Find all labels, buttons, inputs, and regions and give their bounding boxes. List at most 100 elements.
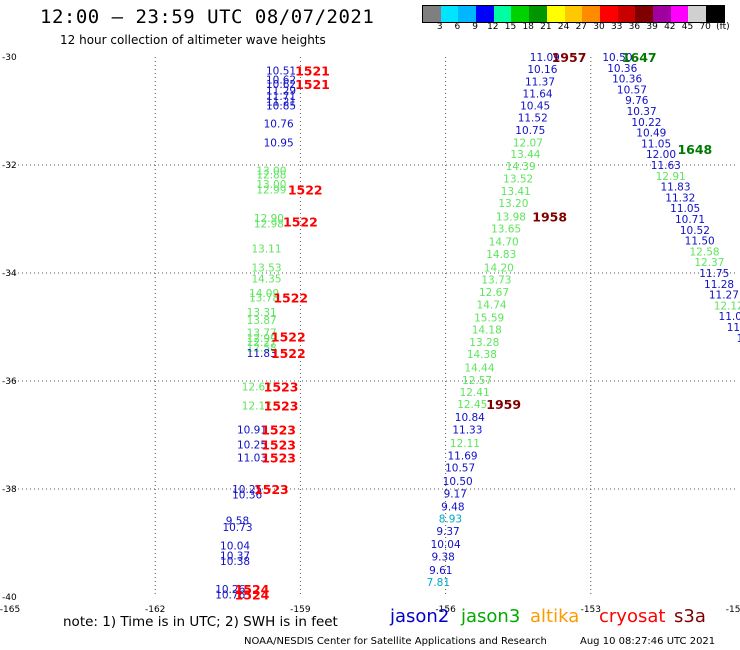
colorbar-swatch bbox=[582, 6, 600, 22]
colorbar-swatch bbox=[599, 6, 618, 22]
wave-height-label: 13.28 bbox=[469, 337, 499, 349]
wave-height-label: 14.83 bbox=[486, 249, 516, 261]
wave-height-label: 11.83 bbox=[660, 182, 690, 194]
colorbar-swatch bbox=[423, 6, 441, 22]
y-tick-label: -30 bbox=[2, 53, 17, 63]
wave-height-label: 13.31 bbox=[247, 307, 277, 319]
wave-height-label: 10.91 bbox=[237, 425, 267, 437]
wave-height-label: 10.76 bbox=[215, 589, 245, 601]
wave-height-label: 10.22 bbox=[631, 117, 661, 129]
colorbar-label: 9 bbox=[472, 22, 478, 32]
x-tick-label: -159 bbox=[290, 605, 311, 615]
colorbar-label: 21 bbox=[540, 22, 552, 32]
wave-height-label: 10.49 bbox=[636, 128, 666, 140]
wave-height-label: 7.81 bbox=[427, 577, 450, 589]
wave-height-label: 10.50 bbox=[602, 52, 632, 64]
wave-height-label: 12.67 bbox=[242, 381, 272, 393]
colorbar-labels: 3 6 9 12 15 18 21 24 27 30 33 36 39 42 45 70 (ft) bbox=[422, 22, 740, 34]
legend-item: jason3 bbox=[461, 606, 521, 627]
wave-height-label: 13.65 bbox=[491, 224, 521, 236]
wave-height-label: 10.85 bbox=[266, 101, 296, 113]
wave-height-label: 9.17 bbox=[444, 488, 467, 500]
legend-item: altika bbox=[530, 606, 580, 627]
chart-subtitle: 12 hour collection of altimeter wave hei… bbox=[60, 33, 326, 47]
colorbar-label: 12 bbox=[487, 22, 499, 32]
wave-height-label: 10.95 bbox=[264, 137, 294, 149]
wave-height-label: 10.36 bbox=[607, 63, 637, 75]
colorbar-label: 42 bbox=[664, 22, 676, 32]
wave-height-label: 11.27 bbox=[709, 290, 739, 302]
wave-height-label: 13.00 bbox=[256, 179, 286, 191]
colorbar-label: 24 bbox=[557, 22, 570, 32]
wave-height-label: 12.17 bbox=[242, 400, 272, 412]
y-tick-label: -40 bbox=[2, 593, 17, 603]
wave-height-label: 14.09 bbox=[249, 288, 279, 300]
wave-height-label: 10.36 bbox=[232, 489, 262, 501]
wave-height-label: 14.74 bbox=[477, 299, 507, 311]
wave-height-label: 12.12 bbox=[714, 300, 740, 312]
pass-time-label: 1522 bbox=[271, 330, 306, 345]
wave-height-label: 11.21 bbox=[266, 96, 296, 108]
colorbar-label: 6 bbox=[454, 22, 461, 32]
pass-time-label: 1959 bbox=[486, 397, 521, 412]
x-tick-label: -150 bbox=[726, 605, 740, 615]
colorbar-swatch bbox=[635, 6, 653, 22]
wave-height-label: 9.38 bbox=[431, 552, 454, 564]
x-tick-label: -165 bbox=[0, 605, 20, 615]
wave-height-label: 14.35 bbox=[251, 273, 281, 285]
wave-height-label: 10.04 bbox=[220, 541, 250, 553]
pass-time-label: 1958 bbox=[532, 209, 567, 224]
wave-height-label: 13.87 bbox=[247, 315, 277, 327]
wave-height-label: 13.98 bbox=[496, 211, 526, 223]
pass-time-label: 1523 bbox=[261, 438, 296, 453]
wave-height-label: 9.76 bbox=[625, 95, 649, 107]
wave-height-label: 11.9 bbox=[727, 322, 740, 334]
colorbar-label: 30 bbox=[593, 22, 605, 32]
y-tick-label: -36 bbox=[2, 377, 17, 387]
pass-time-label: 1648 bbox=[677, 142, 712, 157]
pass-time-label: 1523 bbox=[261, 423, 296, 438]
wave-height-label: 13.73 bbox=[481, 274, 511, 286]
colorbar-swatch bbox=[617, 6, 636, 22]
wave-height-label: 8.93 bbox=[439, 514, 462, 526]
colorbar-swatch bbox=[476, 6, 494, 22]
wave-height-label: 11.05 bbox=[641, 138, 671, 150]
colorbar-label: 45 bbox=[681, 22, 694, 32]
pass-time-label: 1523 bbox=[264, 379, 299, 394]
wave-height-label: 10.57 bbox=[445, 462, 475, 474]
wave-height-label: 12.99 bbox=[256, 184, 286, 196]
wave-height-label: 13.44 bbox=[510, 149, 540, 161]
colorbar-swatch bbox=[652, 6, 671, 22]
pass-time-label: 1522 bbox=[273, 290, 308, 305]
wave-height-label: 13.78 bbox=[249, 292, 279, 304]
pass-time-label: 1524 bbox=[235, 587, 270, 602]
wave-height-label: 12.57 bbox=[462, 375, 492, 387]
wave-height-label: 13.11 bbox=[251, 244, 281, 256]
wave-height-label: 13.00 bbox=[256, 165, 286, 177]
colorbar-swatch bbox=[688, 6, 706, 22]
wave-height-label: 11.08 bbox=[719, 311, 740, 323]
wave-height-label: 10.25 bbox=[237, 440, 267, 452]
note-text: note: 1) Time is in UTC; 2) SWH is in fe… bbox=[63, 614, 338, 630]
pass-time-label: 1524 bbox=[235, 582, 270, 597]
wave-height-label: 10.75 bbox=[515, 125, 545, 137]
wave-height-label: 12.90 bbox=[254, 213, 284, 225]
wave-height-label: 10.73 bbox=[222, 522, 252, 534]
wave-height-label: 12.27 bbox=[247, 337, 277, 349]
x-tick-label: -153 bbox=[581, 605, 601, 615]
wave-height-label: 10.50 bbox=[443, 476, 473, 488]
pass-time-label: 1522 bbox=[271, 346, 306, 361]
colorbar bbox=[422, 5, 725, 23]
wave-height-label: 11.83 bbox=[247, 348, 277, 360]
colorbar-swatch bbox=[706, 6, 724, 22]
pass-time-label: 1522 bbox=[283, 215, 318, 230]
wave-height-label: 14.18 bbox=[472, 325, 502, 337]
legend-item: cryosat bbox=[599, 606, 666, 627]
wave-height-label: 9.58 bbox=[226, 515, 249, 527]
wave-height-label: 14.44 bbox=[464, 363, 494, 375]
wave-height-label: 11.29 bbox=[266, 85, 296, 97]
wave-height-label: 14.38 bbox=[467, 349, 497, 361]
wave-height-label: 11.28 bbox=[704, 279, 734, 291]
colorbar-label: 39 bbox=[646, 22, 658, 32]
wave-height-label: 14.39 bbox=[506, 161, 536, 173]
